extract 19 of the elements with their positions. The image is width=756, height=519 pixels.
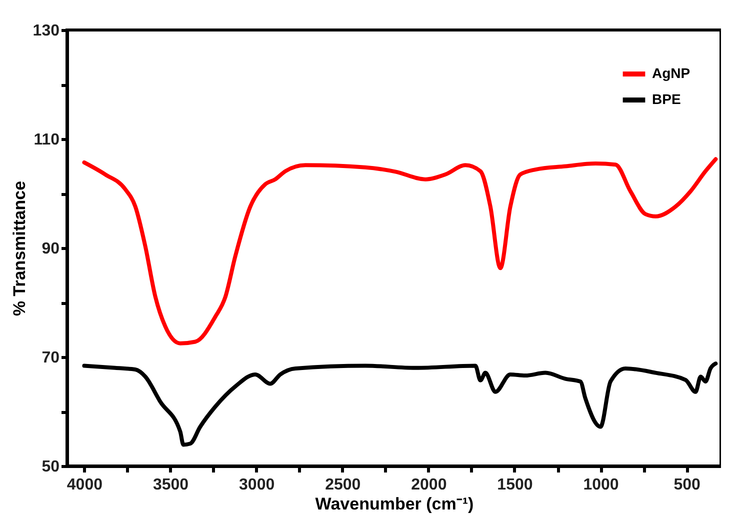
x-tick-label: 2000 <box>411 476 447 494</box>
y-tick-label: 130 <box>32 22 60 40</box>
y-tick-label: 110 <box>34 132 60 148</box>
x-tick-label: 500 <box>674 476 701 494</box>
x-tick-label: 1000 <box>583 476 619 494</box>
x-tick-label: 2500 <box>325 476 361 494</box>
y-tick-label: 70 <box>42 350 60 366</box>
line-series <box>82 362 718 447</box>
y-axis-title: % Transmittance <box>10 180 29 316</box>
legend-label: AgNP <box>652 65 690 81</box>
x-tick-label: 3500 <box>152 476 189 494</box>
line-series <box>82 157 718 346</box>
x-tick-label: 1500 <box>497 476 533 494</box>
x-tick-label: 4000 <box>66 476 103 494</box>
legend-label: BPE <box>652 91 681 107</box>
x-axis-title: Wavenumber (cm⁻¹) <box>315 494 474 514</box>
y-tick-label: 50 <box>42 458 60 476</box>
y-tick-label: 90 <box>42 240 60 258</box>
x-tick-label: 3000 <box>239 476 275 494</box>
